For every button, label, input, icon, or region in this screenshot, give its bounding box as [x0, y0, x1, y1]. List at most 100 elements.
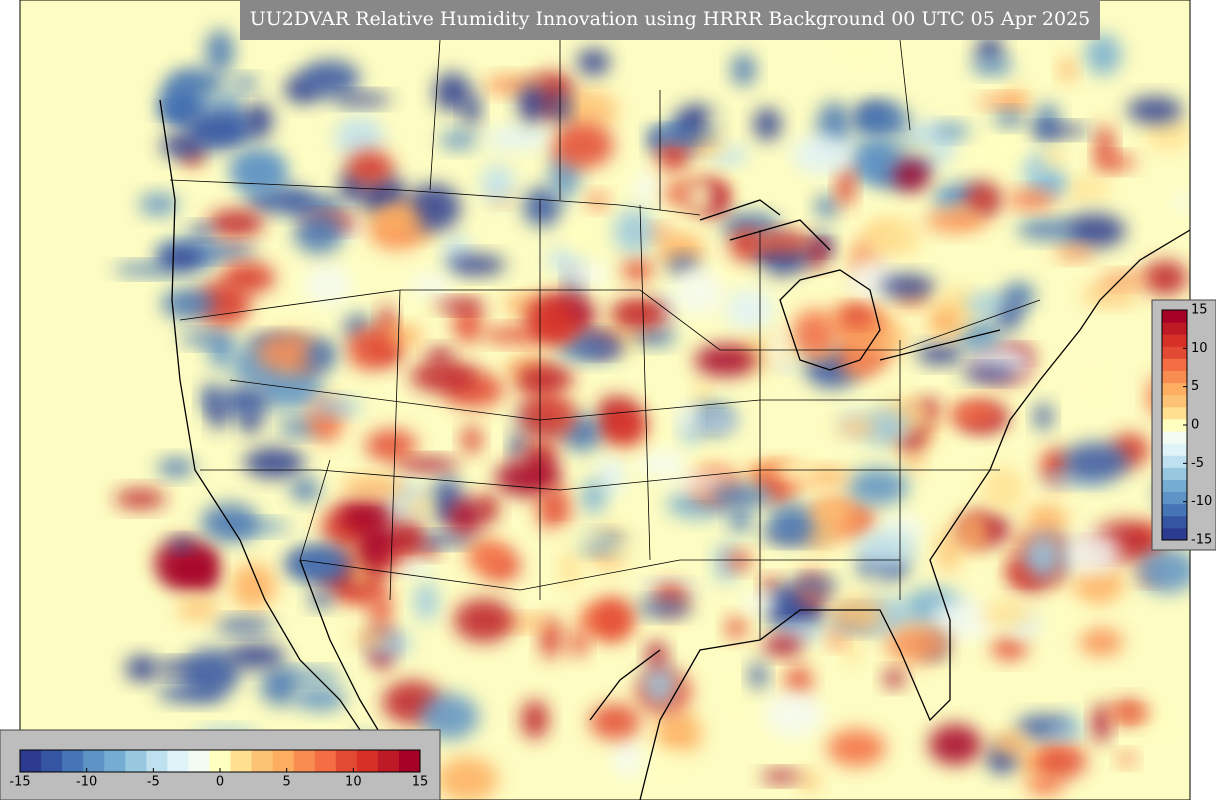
field-blob: [510, 431, 527, 463]
field-blob: [205, 29, 235, 74]
field-blob: [903, 447, 924, 473]
field-blob: [646, 641, 667, 667]
field-blob: [883, 669, 905, 688]
field-blob: [597, 455, 625, 497]
field-blob: [1043, 147, 1064, 168]
field-blob: [157, 246, 204, 270]
field-blob: [836, 164, 855, 208]
field-blob: [866, 218, 922, 258]
field-blob: [1059, 57, 1076, 82]
colorbar-swatch: [1162, 418, 1187, 432]
colorbar-tick-label: -10: [1191, 494, 1212, 509]
colorbar-swatch: [1162, 346, 1187, 359]
field-blob: [260, 666, 300, 706]
field-blob: [374, 204, 420, 236]
title-box: [240, 0, 1100, 40]
colorbar-swatch: [1162, 431, 1187, 444]
field-blob: [356, 525, 393, 571]
colorbar-swatch: [230, 750, 253, 772]
field-blob: [413, 533, 478, 547]
field-blob: [1017, 219, 1078, 240]
field-blob: [365, 429, 417, 463]
map-title: UU2DVAR Relative Humidity Innovation usi…: [250, 8, 1091, 30]
colorbar-tick-label: 10: [1191, 341, 1208, 356]
colorbar-swatch: [125, 750, 147, 772]
colorbar-tick-label: 15: [1191, 303, 1208, 318]
field-blob: [1110, 707, 1149, 720]
field-blob: [159, 76, 200, 124]
field-blob: [1126, 96, 1183, 124]
field-blob: [970, 57, 1014, 76]
field-blob: [522, 187, 562, 227]
field-blob: [1024, 504, 1068, 536]
colorbar-tick-label: -15: [9, 775, 30, 790]
colorbar-swatch: [1162, 479, 1187, 493]
field-blob: [304, 263, 352, 307]
field-blob: [762, 636, 804, 656]
field-blob: [931, 598, 997, 640]
field-blob: [975, 35, 1004, 65]
field-blob: [993, 110, 1027, 127]
field-blob: [226, 643, 286, 669]
field-blob: [1025, 774, 1064, 796]
colorbar-swatch: [41, 750, 63, 772]
field-blob: [290, 478, 321, 502]
field-blob: [637, 752, 696, 773]
field-blob: [799, 771, 821, 792]
field-blob: [1079, 628, 1124, 657]
field-blob: [113, 263, 179, 276]
field-blob: [523, 294, 573, 342]
humidity-field: [113, 29, 1190, 800]
colorbar-swatch: [83, 750, 105, 772]
field-blob: [161, 287, 216, 320]
field-blob: [893, 160, 930, 192]
colorbar-vertical: -15 -10 -5 0 5 10 15: [1161, 303, 1212, 548]
field-blob: [369, 595, 392, 626]
field-blob: [948, 400, 1002, 428]
field-blob: [814, 195, 838, 219]
field-blob: [346, 326, 390, 370]
field-blob: [1034, 742, 1087, 780]
field-blob: [193, 545, 219, 593]
field-blob: [1118, 752, 1136, 766]
field-blob: [556, 89, 619, 131]
field-blob: [1081, 285, 1140, 306]
field-blob: [767, 503, 817, 542]
colorbar-swatch: [167, 750, 189, 772]
field-blob: [587, 192, 608, 210]
field-blob: [827, 631, 846, 648]
field-blob: [927, 305, 961, 339]
field-blob: [300, 59, 361, 98]
colorbar-tick-label: 15: [412, 775, 429, 790]
colorbar-swatch: [293, 750, 316, 772]
colorbar-tick-label: -5: [1191, 456, 1204, 471]
colorbar-swatch: [314, 750, 337, 772]
field-blob: [568, 629, 588, 657]
field-blob: [880, 274, 936, 298]
field-blob: [827, 729, 886, 767]
field-blob: [610, 298, 669, 330]
field-blob: [764, 690, 824, 739]
colorbar-swatch: [272, 750, 295, 772]
colorbar-swatch: [20, 750, 42, 772]
field-blob: [188, 223, 216, 238]
field-blob: [960, 366, 1017, 382]
field-blob: [1036, 170, 1060, 196]
field-blob: [185, 108, 248, 151]
field-blob: [591, 597, 635, 642]
field-blob: [294, 213, 344, 254]
field-blob: [406, 184, 461, 232]
field-blob: [332, 93, 392, 106]
field-blob: [613, 208, 654, 254]
field-blob: [169, 537, 197, 552]
colorbar-swatch: [209, 750, 232, 772]
field-blob: [540, 617, 562, 659]
field-blob: [453, 598, 514, 643]
field-blob: [157, 683, 226, 703]
field-blob: [840, 351, 876, 377]
field-blob: [214, 618, 274, 634]
field-blob: [1065, 608, 1084, 628]
colorbar-tick-label: -10: [76, 775, 97, 790]
field-blob: [410, 360, 478, 393]
field-blob: [1142, 260, 1189, 295]
